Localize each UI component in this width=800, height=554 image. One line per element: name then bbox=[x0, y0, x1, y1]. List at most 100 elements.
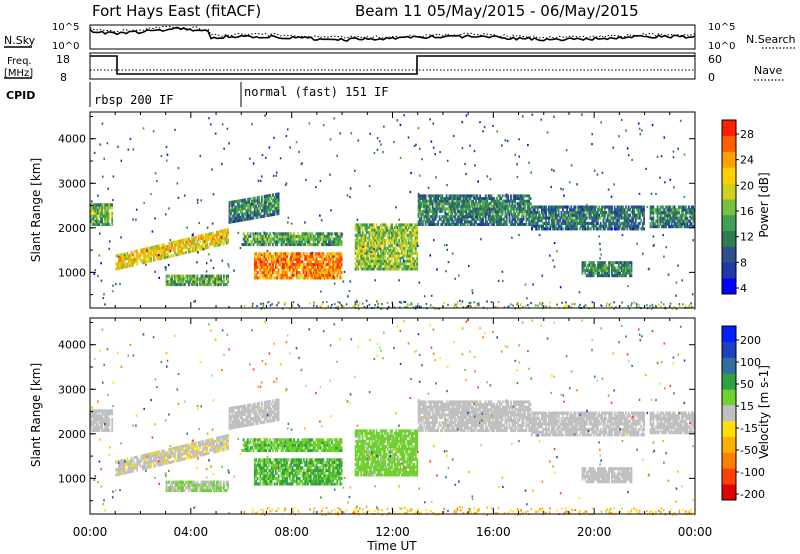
heatmap-cell bbox=[336, 260, 339, 264]
heatmap-cell bbox=[357, 139, 360, 142]
heatmap-cell bbox=[615, 211, 617, 215]
heatmap-cell bbox=[601, 213, 603, 217]
heatmap-cell bbox=[489, 220, 491, 224]
heatmap-cell bbox=[217, 243, 220, 247]
heatmap-cell bbox=[339, 132, 341, 135]
heatmap-cell bbox=[599, 263, 602, 267]
heatmap-cell bbox=[599, 224, 602, 228]
heatmap-cell bbox=[601, 224, 603, 228]
heatmap-cell bbox=[459, 194, 462, 198]
heatmap-cell bbox=[562, 213, 564, 217]
heatmap-cell bbox=[427, 207, 430, 211]
heatmap-cell bbox=[221, 242, 224, 246]
heatmap-cell bbox=[487, 202, 490, 206]
heatmap-cell bbox=[652, 219, 655, 223]
heatmap-cell bbox=[619, 213, 622, 217]
heatmap-cell bbox=[375, 246, 378, 250]
heatmap-cell bbox=[585, 213, 588, 217]
heatmap-cell bbox=[553, 219, 556, 223]
heatmap-cell bbox=[430, 220, 433, 224]
heatmap-cell bbox=[599, 266, 602, 270]
heatmap-cell bbox=[372, 249, 375, 253]
heatmap-cell bbox=[643, 211, 645, 215]
heatmap-cell bbox=[259, 255, 262, 259]
heatmap-cell bbox=[253, 237, 256, 241]
heatmap-cell bbox=[283, 268, 286, 272]
heatmap-cell bbox=[323, 268, 326, 272]
heatmap-cell bbox=[182, 280, 185, 284]
heatmap-cell bbox=[549, 213, 552, 217]
heatmap-cell bbox=[98, 220, 101, 224]
heatmap-cell bbox=[410, 259, 413, 263]
heatmap-cell bbox=[656, 211, 659, 215]
heatmap-cell bbox=[326, 252, 329, 256]
heatmap-cell bbox=[297, 243, 300, 247]
heatmap-cell bbox=[625, 221, 627, 225]
heatmap-cell bbox=[461, 215, 463, 219]
heatmap-cell bbox=[461, 199, 463, 203]
heatmap-cell bbox=[361, 233, 364, 237]
heatmap-cell bbox=[631, 302, 633, 305]
heatmap-cell bbox=[283, 255, 286, 259]
heatmap-cell bbox=[253, 252, 256, 256]
heatmap-cell bbox=[507, 207, 510, 211]
heatmap-cell bbox=[365, 241, 368, 245]
heatmap-cell bbox=[597, 261, 599, 265]
heatmap-cell bbox=[562, 188, 564, 191]
heatmap-cell bbox=[618, 205, 620, 209]
heatmap-cell bbox=[277, 263, 280, 267]
heatmap-cell bbox=[630, 269, 633, 272]
heatmap-cell bbox=[503, 202, 505, 206]
heatmap-cell bbox=[104, 206, 106, 210]
heatmap-cell bbox=[388, 228, 391, 232]
heatmap-cell bbox=[273, 260, 276, 264]
heatmap-cell bbox=[265, 208, 267, 212]
heatmap-cell bbox=[419, 223, 421, 226]
heatmap-cell bbox=[604, 211, 606, 215]
heatmap-cell bbox=[431, 223, 434, 226]
heatmap-cell bbox=[468, 215, 470, 219]
heatmap-cell bbox=[489, 212, 491, 216]
heatmap-cell bbox=[388, 257, 391, 261]
heatmap-cell bbox=[315, 255, 318, 259]
heatmap-cell bbox=[552, 219, 554, 223]
heatmap-cell bbox=[363, 264, 365, 268]
heatmap-cell bbox=[379, 244, 382, 248]
heatmap-cell bbox=[436, 268, 438, 271]
heatmap-cell bbox=[641, 227, 644, 231]
heatmap-cell bbox=[374, 304, 376, 307]
heatmap-cell bbox=[263, 260, 266, 264]
heatmap-cell bbox=[304, 273, 307, 277]
freq-label-line1: Freq. bbox=[7, 56, 32, 67]
heatmap-cell bbox=[210, 237, 213, 241]
heatmap-cell bbox=[473, 194, 476, 198]
heatmap-cell bbox=[681, 279, 683, 282]
heatmap-cell bbox=[266, 213, 269, 218]
heatmap-cell bbox=[364, 244, 367, 248]
heatmap-cell bbox=[368, 233, 371, 237]
heatmap-cell bbox=[266, 208, 269, 211]
heatmap-cell bbox=[482, 210, 484, 213]
heatmap-cell bbox=[339, 252, 342, 256]
heatmap-cell bbox=[301, 234, 304, 238]
heatmap-cell bbox=[590, 205, 592, 209]
heatmap-cell bbox=[395, 244, 398, 248]
heatmap-cell bbox=[493, 217, 496, 221]
heatmap-cell bbox=[273, 196, 276, 200]
heatmap-cell bbox=[498, 204, 501, 208]
heatmap-cell bbox=[316, 234, 319, 238]
heatmap-cell bbox=[239, 218, 242, 222]
heatmap-cell bbox=[543, 227, 546, 231]
heatmap-cell bbox=[632, 227, 634, 231]
heatmap-cell bbox=[420, 197, 423, 200]
heatmap-cell bbox=[309, 271, 312, 275]
heatmap-cell bbox=[612, 221, 615, 225]
heatmap-cell bbox=[529, 220, 532, 224]
heatmap-cell bbox=[206, 280, 208, 284]
heatmap-cell bbox=[588, 263, 591, 267]
heatmap-cell bbox=[576, 219, 578, 223]
heatmap-cell bbox=[273, 207, 276, 211]
heatmap-cell bbox=[253, 202, 256, 206]
heatmap-cell bbox=[677, 264, 679, 267]
